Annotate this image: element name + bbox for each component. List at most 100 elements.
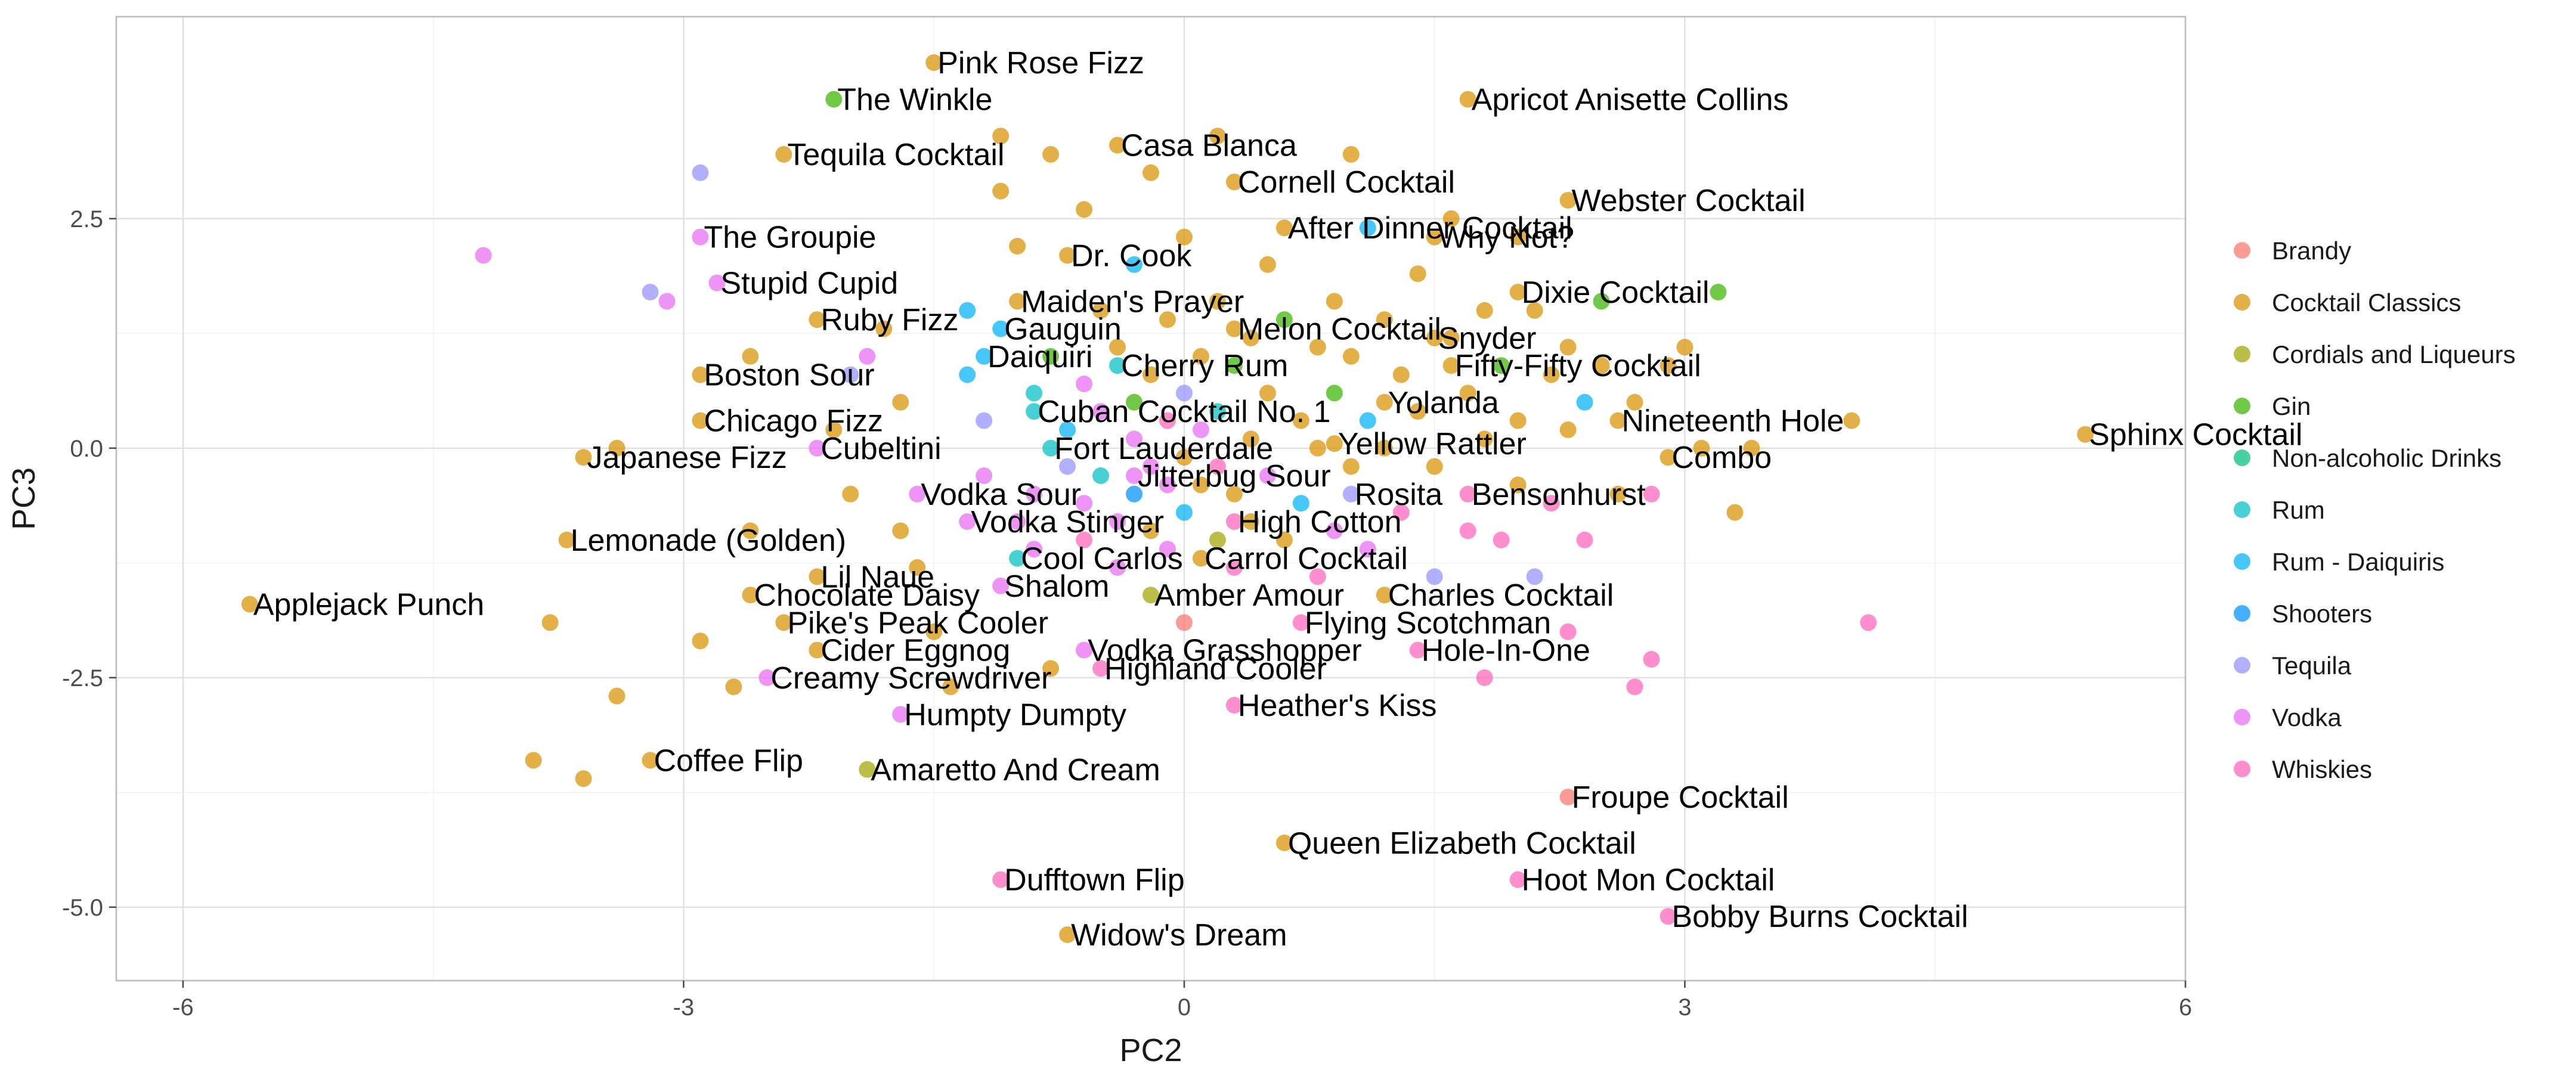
data-point <box>1109 559 1126 576</box>
data-point <box>692 228 709 246</box>
data-point <box>1042 660 1060 677</box>
data-point <box>1026 485 1043 503</box>
data-point <box>1026 541 1043 558</box>
legend-label: Cordials and Liqueurs <box>2272 340 2516 368</box>
data-point <box>1275 219 1293 237</box>
data-point <box>1476 302 1493 319</box>
data-point <box>1609 485 1627 503</box>
data-point <box>1309 339 1326 356</box>
data-point <box>842 485 859 503</box>
data-point <box>775 146 792 163</box>
data-point <box>976 412 993 429</box>
point-label: Snyder <box>1438 321 1537 356</box>
data-point <box>1076 495 1093 512</box>
data-point <box>1175 228 1193 246</box>
data-point <box>1159 412 1176 429</box>
point-label: The Groupie <box>704 221 876 255</box>
legend-key <box>2234 449 2250 466</box>
data-point <box>1059 926 1076 943</box>
data-point <box>842 366 859 383</box>
point-label: Widow's Dream <box>1071 918 1287 953</box>
data-point <box>241 596 258 613</box>
data-point <box>1026 384 1043 402</box>
data-point <box>1109 339 1126 356</box>
point-label: Why Not? <box>1438 221 1574 255</box>
point-label: Chicago Fizz <box>704 404 883 439</box>
data-point <box>1059 458 1076 475</box>
point-label: Cherry Rum <box>1121 349 1288 383</box>
point-label: Tequila Cocktail <box>787 138 1004 172</box>
data-point <box>742 522 759 539</box>
legend-label: Non-alcoholic Drinks <box>2272 444 2501 472</box>
data-point <box>1209 128 1226 145</box>
data-point <box>1242 330 1259 346</box>
data-point <box>775 614 792 631</box>
data-point <box>1576 393 1593 411</box>
point-label: Flying Scotchman <box>1305 606 1551 640</box>
data-point <box>1225 697 1243 714</box>
data-point <box>1392 504 1410 521</box>
point-label: Hoot Mon Cocktail <box>1522 863 1775 898</box>
legend-label: Whiskies <box>2272 755 2372 783</box>
data-point <box>992 182 1010 200</box>
x-tick-label: 0 <box>1178 994 1191 1021</box>
data-point <box>859 761 876 778</box>
point-label: Daiquiri <box>987 340 1092 374</box>
data-point <box>1710 284 1727 300</box>
data-point <box>525 752 542 769</box>
data-point <box>1509 871 1527 888</box>
point-label: After Dinner Cocktail <box>1288 211 1572 246</box>
point-label: Vodka Stinger <box>971 505 1164 539</box>
legend-key <box>2234 398 2250 414</box>
point-label: Bobby Burns Cocktail <box>1672 900 1968 934</box>
legend-label: Brandy <box>2272 237 2351 265</box>
data-point <box>1659 908 1677 925</box>
data-point <box>1559 421 1577 438</box>
data-point <box>1442 357 1460 374</box>
data-point <box>1225 513 1243 530</box>
legend-key <box>2234 346 2250 362</box>
data-point <box>925 623 943 640</box>
point-label: Apricot Anisette Collins <box>1472 83 1789 117</box>
data-point <box>1076 201 1093 218</box>
data-point <box>1159 476 1176 494</box>
data-point <box>1426 228 1443 246</box>
data-point <box>1076 376 1093 392</box>
data-point <box>1376 393 1393 411</box>
data-point <box>1843 412 1860 429</box>
legend: Brandy Cocktail Classics Cordials and Liqu… <box>2234 237 2516 783</box>
data-point <box>1509 228 1527 246</box>
data-point <box>1192 421 1209 438</box>
data-point <box>1159 311 1176 328</box>
point-label: Bensonhurst <box>1472 477 1646 512</box>
point-label: Dr. Cook <box>1071 238 1192 273</box>
legend-label: Shooters <box>2272 600 2372 628</box>
data-point <box>1242 513 1259 530</box>
data-point <box>642 752 659 769</box>
point-label: Cubeltini <box>821 432 941 466</box>
data-point <box>1426 458 1443 475</box>
data-point <box>1143 587 1159 604</box>
data-point <box>1426 568 1443 585</box>
data-point <box>1042 348 1060 365</box>
data-point <box>992 128 1010 145</box>
data-point <box>1726 504 1744 521</box>
data-point <box>1126 256 1143 273</box>
data-point <box>1109 137 1126 154</box>
data-point <box>1175 384 1193 402</box>
data-point <box>1209 293 1226 310</box>
data-point <box>1609 412 1627 429</box>
data-point <box>1459 485 1476 503</box>
legend-label: Cocktail Classics <box>2272 289 2461 317</box>
data-point <box>1009 513 1026 530</box>
data-point <box>758 669 776 686</box>
data-point <box>1225 357 1243 374</box>
x-tick-label: 3 <box>1678 994 1691 1021</box>
data-point <box>942 678 959 696</box>
data-point <box>1225 485 1243 503</box>
point-label: Amber Amour <box>1154 578 1344 613</box>
point-label: Cool Carlos <box>1021 542 1183 576</box>
point-label: Shalom <box>1004 569 1109 604</box>
data-point <box>1126 393 1143 411</box>
point-label: Ruby Fizz <box>821 303 958 337</box>
